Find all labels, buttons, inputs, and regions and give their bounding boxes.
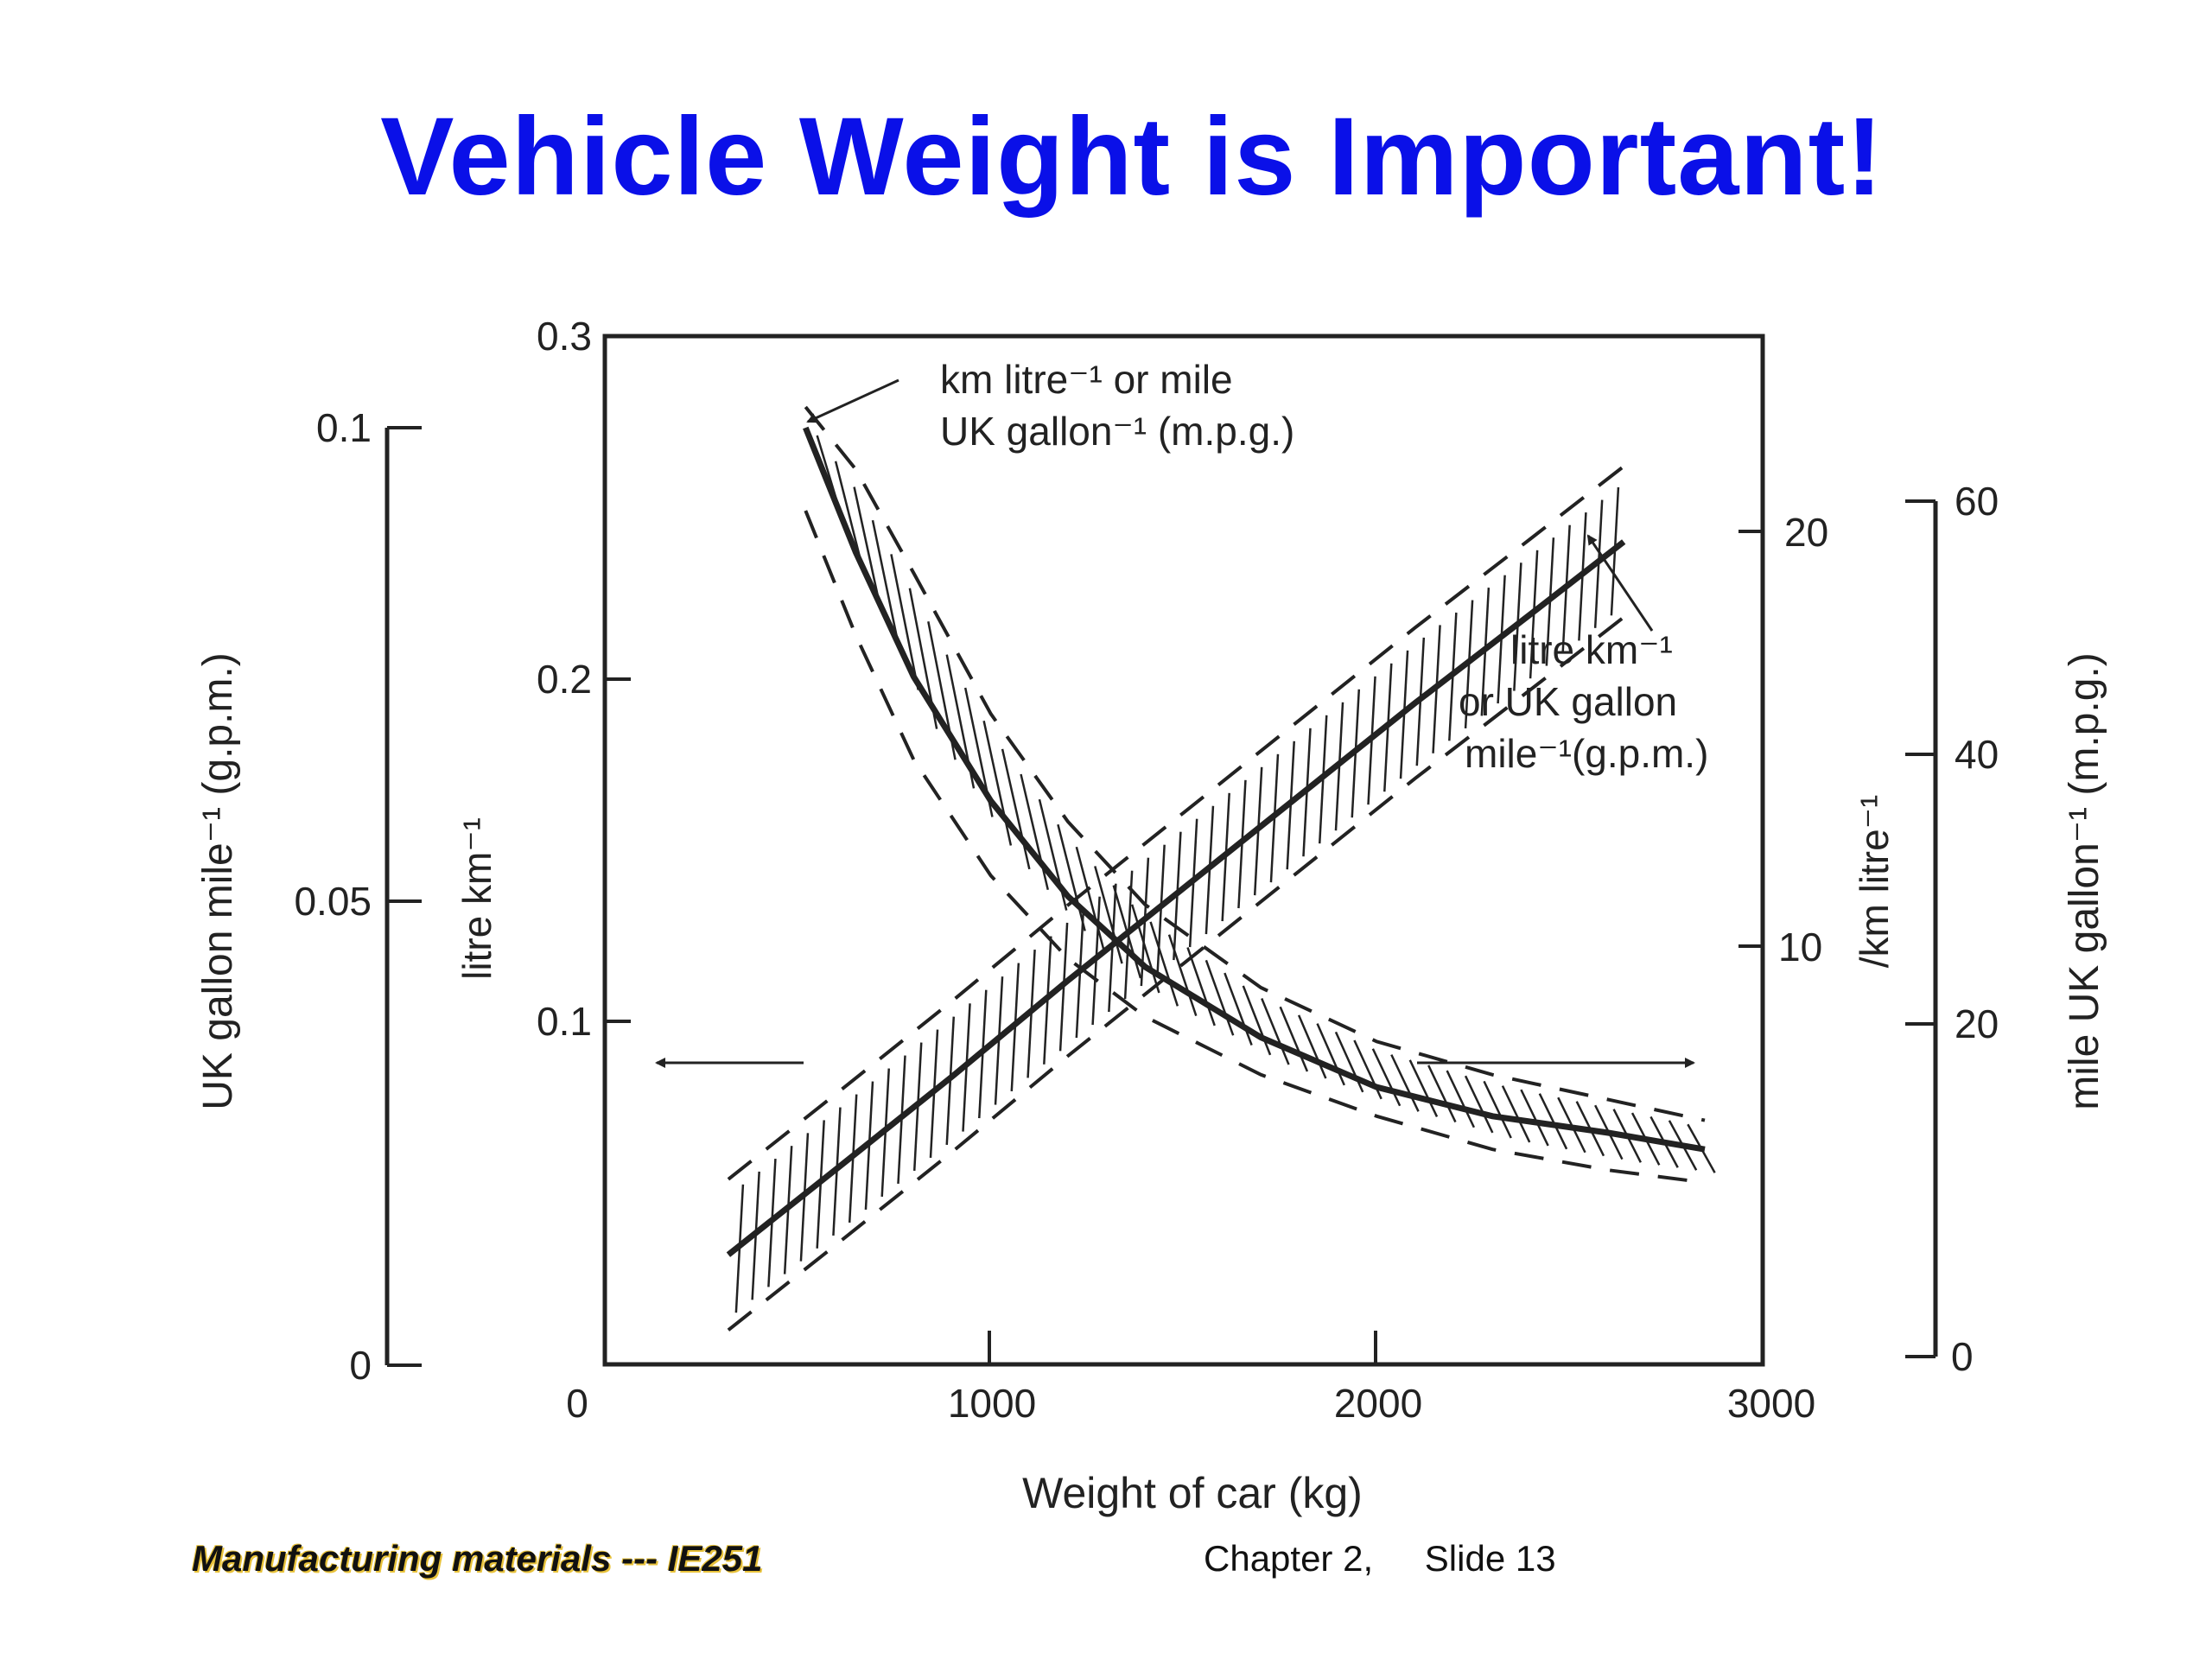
slide-title: Vehicle Weight is Important!	[380, 95, 1884, 219]
mpg-band-lower	[804, 510, 1706, 1185]
mpg-hatch-mark	[1020, 773, 1049, 891]
footer-slide-number: Slide 13	[1424, 1538, 1556, 1579]
x-tick-label-2000: 2000	[1334, 1381, 1422, 1426]
plot-frame	[602, 334, 1765, 1367]
annotation-gpm-pointer	[1586, 534, 1654, 632]
left-outer-axis-label: UK gallon mile⁻¹ (g.p.m.)	[195, 652, 241, 1109]
mpg-hatch-mark	[1261, 998, 1290, 1065]
mpg-hatch-mark	[871, 519, 901, 652]
mpg-hatch-mark	[1242, 985, 1272, 1056]
x-tick-label-1000: 1000	[948, 1381, 1036, 1426]
mpg-hatch-mark	[890, 554, 919, 690]
mpg-hatch-mark	[1057, 823, 1086, 931]
left-outer-tick-label-0: 0	[349, 1343, 372, 1388]
x-tick-label-3000: 3000	[1727, 1381, 1815, 1426]
mpg-hatch-mark	[1334, 1031, 1364, 1093]
footer-page-info: Chapter 2, Slide 13	[1204, 1538, 1598, 1580]
mpg-hatch-mark	[1112, 885, 1142, 979]
series-gpm-group	[726, 465, 1626, 1332]
right-inner-axis-label: /km litre⁻¹	[1852, 795, 1897, 969]
left-inner-axis-label: litre km⁻¹	[454, 817, 499, 980]
left-outer-tick-label-0.1: 0.1	[316, 405, 372, 450]
mpg-hatch-mark	[982, 721, 1013, 846]
gpm-series-line	[726, 539, 1626, 1257]
mpg-hatch-mark	[1446, 1070, 1476, 1128]
x-axis-label: Weight of car (kg)	[1022, 1469, 1363, 1517]
mpg-hatch-mark	[1279, 1006, 1309, 1072]
mpg-hatch-mark	[1001, 748, 1031, 870]
mpg-hatch-mark	[1224, 972, 1253, 1046]
mpg-band-upper	[804, 405, 1706, 1122]
annotation-gpm-line2: or UK gallon	[1459, 679, 1677, 724]
gpm-band-upper	[727, 465, 1625, 1181]
x-tick-label-0: 0	[566, 1381, 588, 1426]
mpg-hatch-mark	[1149, 921, 1179, 1007]
mpg-series-line	[803, 426, 1706, 1153]
mpg-hatch-mark	[1520, 1089, 1549, 1147]
annotation-gpm-line1: litre km⁻¹	[1510, 627, 1673, 672]
left-inner-tick-label-0.1: 0.1	[537, 999, 592, 1044]
mpg-hatch-mark	[1501, 1085, 1531, 1143]
series-mpg-group	[803, 405, 1716, 1185]
right-outer-tick-label-40: 40	[1955, 732, 1999, 777]
mpg-hatch-mark	[1094, 866, 1123, 964]
mpg-hatch-mark	[1464, 1075, 1494, 1134]
mpg-hatch-mark	[1167, 934, 1198, 1017]
annotation-mpg-line1: km litre⁻¹ or mile	[940, 357, 1233, 402]
mpg-hatch-mark	[1297, 1014, 1327, 1079]
annotation-gpm-line3: mile⁻¹(g.p.m.)	[1465, 731, 1708, 776]
mpg-hatch-mark	[1205, 959, 1235, 1036]
mpg-hatch-mark	[1483, 1080, 1512, 1139]
mpg-hatch-mark	[1371, 1048, 1402, 1107]
right-outer-tick-label-20: 20	[1955, 1001, 1999, 1046]
footer-chapter: Chapter 2,	[1204, 1538, 1374, 1579]
mpg-hatch-mark	[1427, 1065, 1457, 1123]
left-inner-tick-label-0.2: 0.2	[537, 657, 592, 702]
left-inner-tick-label-0.3: 0.3	[537, 314, 592, 359]
right-outer-tick-label-60: 60	[1955, 479, 1999, 524]
right-inner-tick-label-20: 20	[1784, 510, 1828, 555]
annotation-mpg-pointer	[806, 378, 899, 423]
gpm-band-lower	[727, 615, 1625, 1332]
mpg-hatch-mark	[1186, 947, 1216, 1027]
mpg-hatch-mark	[1538, 1093, 1568, 1150]
annotation-mpg-line2: UK gallon⁻¹ (m.p.g.)	[940, 409, 1294, 454]
right-outer-tick-label-0: 0	[1951, 1334, 1974, 1379]
right-outer-axis-label: mile UK gallon⁻¹ (m.p.g.)	[2062, 652, 2107, 1109]
right-inner-tick-label-10: 10	[1778, 925, 1822, 969]
footer-course: Manufacturing materials --- IE251	[192, 1538, 763, 1579]
mpg-hatch-mark	[1075, 846, 1105, 950]
mpg-hatch-mark	[1316, 1023, 1345, 1086]
mpg-hatch-mark	[1130, 904, 1160, 994]
left-outer-tick-label-0.05: 0.05	[294, 879, 372, 924]
mpg-hatch-mark	[1390, 1054, 1420, 1112]
mpg-hatch-mark	[1408, 1059, 1439, 1117]
